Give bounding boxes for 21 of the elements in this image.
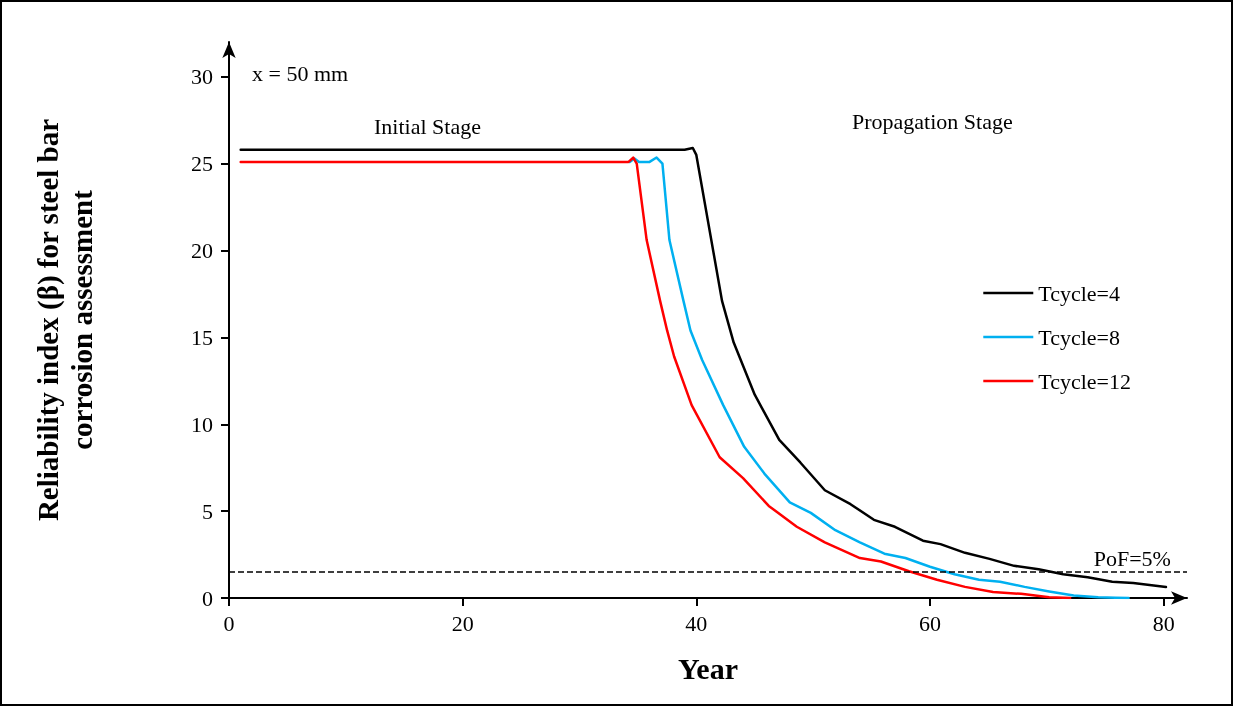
legend-label: Tcycle=12 (1038, 368, 1131, 394)
annotation: PoF=5% (1093, 546, 1171, 572)
y-tick-label: 30 (191, 64, 213, 90)
y-tick-label: 0 (202, 585, 213, 611)
x-tick-label: 20 (451, 610, 474, 636)
y-tick-label: 25 (191, 151, 213, 177)
y-axis-title: Reliability index (β) for steel bar corrosion assessment (32, 118, 98, 522)
annotation: Initial Stage (374, 113, 481, 139)
x-axis-title: Year (678, 651, 738, 685)
y-tick-label: 10 (191, 411, 213, 437)
y-tick-label: 5 (202, 498, 213, 524)
x-tick-label: 60 (918, 610, 941, 636)
legend-label: Tcycle=8 (1038, 324, 1120, 350)
y-tick-label: 15 (191, 324, 213, 350)
x-tick-label: 80 (1152, 610, 1175, 636)
annotation: x = 50 mm (252, 60, 349, 86)
annotation: Propagation Stage (852, 108, 1013, 134)
legend-label: Tcycle=4 (1038, 280, 1120, 306)
y-tick-label: 20 (191, 238, 213, 263)
x-tick-label: 40 (685, 610, 708, 636)
x-tick-label: 0 (223, 610, 235, 636)
